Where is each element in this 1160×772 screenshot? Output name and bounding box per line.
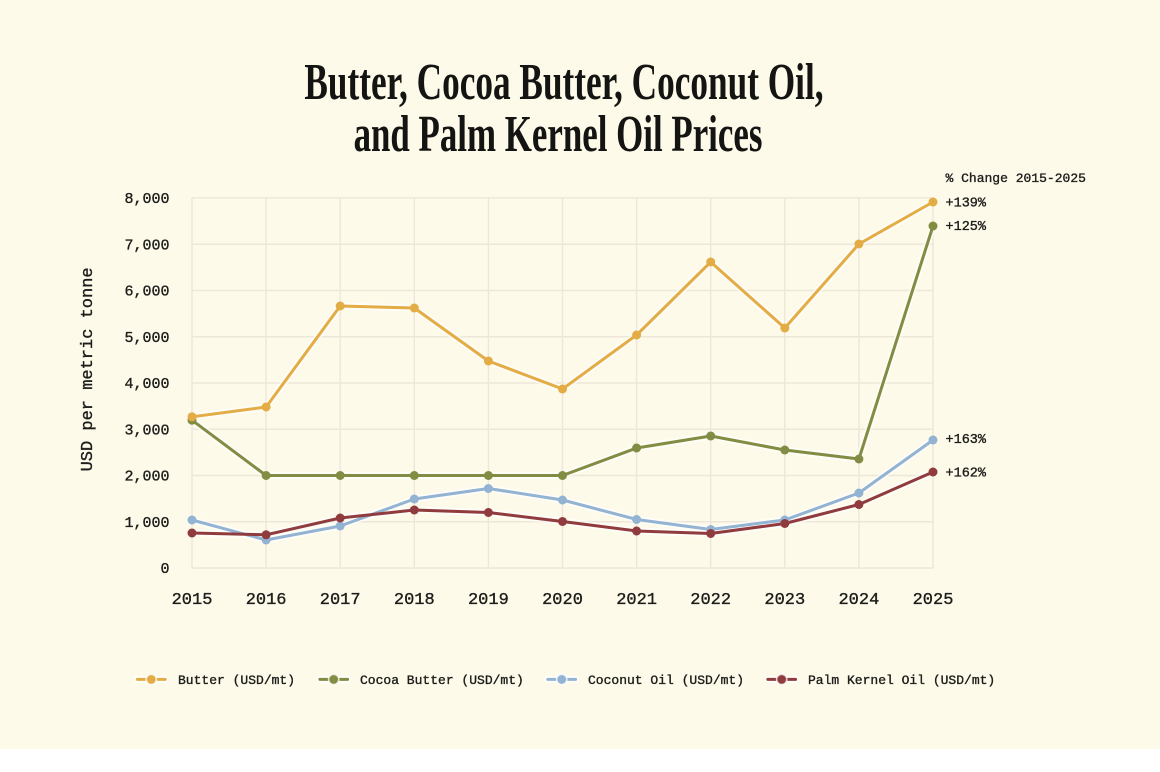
- svg-text:2021: 2021: [616, 591, 657, 610]
- svg-text:2020: 2020: [542, 591, 583, 610]
- svg-text:% Change 2015-2025: % Change 2015-2025: [946, 171, 1086, 186]
- svg-text:6,000: 6,000: [124, 284, 169, 301]
- svg-text:2016: 2016: [246, 591, 287, 610]
- svg-text:2,000: 2,000: [124, 469, 169, 486]
- svg-text:7,000: 7,000: [124, 237, 169, 254]
- svg-text:+125%: +125%: [946, 220, 987, 235]
- svg-text:2017: 2017: [320, 591, 361, 610]
- svg-text:2015: 2015: [172, 591, 213, 610]
- svg-text:2022: 2022: [690, 591, 731, 610]
- svg-text:0: 0: [160, 561, 169, 578]
- svg-text:+162%: +162%: [946, 467, 987, 482]
- svg-text:2023: 2023: [764, 591, 805, 610]
- svg-text:8,000: 8,000: [124, 191, 169, 208]
- svg-text:1,000: 1,000: [124, 515, 169, 532]
- svg-text:and Palm Kernel Oil Prices: and Palm Kernel Oil Prices: [354, 105, 763, 163]
- svg-text:2018: 2018: [394, 591, 435, 610]
- svg-text:5,000: 5,000: [124, 330, 169, 347]
- svg-text:Coconut Oil (USD/mt): Coconut Oil (USD/mt): [588, 673, 744, 688]
- svg-text:2025: 2025: [913, 591, 954, 610]
- svg-text:+139%: +139%: [946, 197, 987, 212]
- svg-text:Palm Kernel Oil (USD/mt): Palm Kernel Oil (USD/mt): [808, 673, 995, 688]
- svg-text:3,000: 3,000: [124, 422, 169, 439]
- svg-text:Butter, Cocoa Butter, Coconut: Butter, Cocoa Butter, Coconut Oil,: [304, 52, 823, 111]
- svg-text:4,000: 4,000: [124, 376, 169, 393]
- svg-text:2019: 2019: [468, 591, 509, 610]
- svg-text:Cocoa Butter (USD/mt): Cocoa Butter (USD/mt): [360, 673, 524, 688]
- svg-text:USD per metric tonne: USD per metric tonne: [79, 267, 98, 471]
- svg-text:Butter (USD/mt): Butter (USD/mt): [178, 673, 295, 688]
- svg-text:2024: 2024: [838, 591, 879, 610]
- svg-text:+163%: +163%: [946, 433, 987, 448]
